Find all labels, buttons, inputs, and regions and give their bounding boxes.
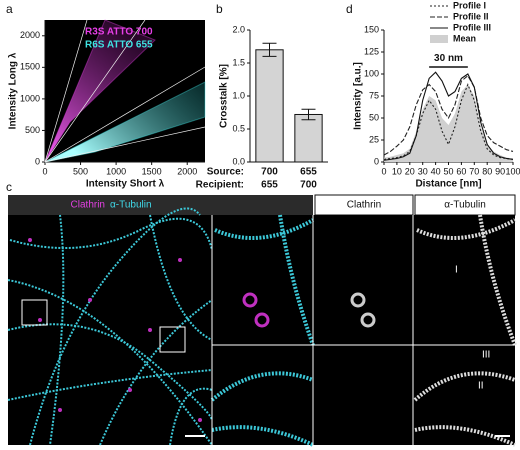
y-tick-label: 125 (364, 46, 379, 56)
panel-label: c (6, 180, 12, 194)
x-tick-label: 20 (405, 166, 415, 176)
profile-label: III (482, 350, 490, 361)
x-tick-label: 30 (418, 166, 428, 176)
error-bar (262, 42, 277, 57)
x-tick-label: 40 (431, 166, 441, 176)
legend-swatch (430, 35, 448, 43)
category-label: 700 (261, 167, 278, 178)
y-tick-label: 25 (369, 134, 379, 144)
x-tick-label: 90 (495, 166, 505, 176)
profile-label: I (455, 265, 458, 276)
category-label: 655 (261, 180, 278, 191)
bar (255, 49, 284, 163)
x-tick-label: 0 (42, 166, 47, 176)
filaments (7, 207, 315, 447)
y-tick-label: 1.0 (232, 90, 245, 100)
legend-label: Profile III (453, 22, 491, 32)
x-tick-label: 1000 (106, 166, 126, 176)
x-tick-label: 0 (381, 166, 386, 176)
y-tick-label: 100 (364, 68, 379, 78)
mean-area (384, 84, 513, 162)
x-tick-label: 100 (505, 166, 520, 176)
panel-label: b (216, 2, 223, 16)
legend-label: R3S ATTO 700 (85, 27, 153, 38)
header-tubulin: α-Tubulin (110, 200, 152, 211)
header-clathrin: Clathrin (71, 200, 105, 211)
category-label: 655 (300, 167, 317, 178)
x-axis-label: Distance [nm] (415, 179, 481, 190)
x-tick-label: 10 (392, 166, 402, 176)
bar (294, 113, 323, 163)
category-label: 700 (300, 180, 317, 191)
x-tick-label: 50 (443, 166, 453, 176)
y-tick-label: 0.0 (232, 156, 245, 166)
legend-label: Profile II (453, 11, 489, 21)
column-title: Clathrin (347, 200, 381, 211)
y-tick-label: 0.5 (232, 123, 245, 133)
x-axis-label: Intensity Short λ (86, 179, 165, 190)
legend-label: R6S ATTO 655 (85, 40, 153, 51)
y-tick-label: 1500 (20, 62, 40, 72)
profile-line (383, 74, 514, 156)
boundary-line (44, 19, 88, 163)
y-tick-label: 75 (369, 90, 379, 100)
boundary-line (44, 126, 206, 163)
legend-label: Profile I (453, 0, 486, 10)
panel-label: a (6, 2, 13, 16)
x-tick-label: 500 (73, 166, 88, 176)
legend-label: Mean (453, 33, 476, 43)
header-bar (8, 195, 313, 215)
y-tick-label: 50 (369, 112, 379, 122)
frames (21, 215, 515, 445)
y-tick-label: 0 (374, 156, 379, 166)
x-tick-label: 80 (482, 166, 492, 176)
y-tick-label: 150 (364, 24, 379, 34)
column-title: α-Tubulin (444, 200, 486, 211)
y-tick-label: 0 (35, 156, 40, 166)
clathrin-spots (28, 238, 270, 422)
row-label: Source: (207, 167, 244, 178)
profile-label: II (478, 381, 484, 392)
x-tick-label: 70 (469, 166, 479, 176)
error-bar (301, 108, 316, 121)
x-tick-label: 1500 (142, 166, 162, 176)
y-axis-label: Intensity Long λ (8, 52, 19, 129)
density-cloud (44, 19, 156, 163)
y-tick-label: 2000 (20, 30, 40, 40)
boundary-line (44, 19, 146, 163)
boundary-line (44, 66, 206, 163)
annotation: 30 nm (434, 53, 463, 64)
panel-c: Clathrin α-Tubulin Clathrin α-Tubulin I … (7, 194, 517, 447)
x-tick-label: 2000 (177, 166, 197, 176)
y-tick-label: 1.5 (232, 57, 245, 67)
y-tick-label: 1000 (20, 93, 40, 103)
row-label: Recipient: (196, 180, 244, 191)
filaments-gray (413, 214, 517, 447)
y-tick-label: 2.0 (232, 24, 245, 34)
x-tick-label: 60 (456, 166, 466, 176)
image-background (8, 215, 515, 445)
y-axis-label: Intensity [a.u.] (353, 62, 364, 130)
y-tick-label: 500 (25, 125, 40, 135)
density-cloud (44, 81, 206, 163)
panel-label: d (346, 2, 353, 16)
y-axis-label: Crosstalk [%] (219, 64, 230, 128)
clathrin-gray (350, 292, 376, 328)
profile-line (383, 71, 514, 161)
